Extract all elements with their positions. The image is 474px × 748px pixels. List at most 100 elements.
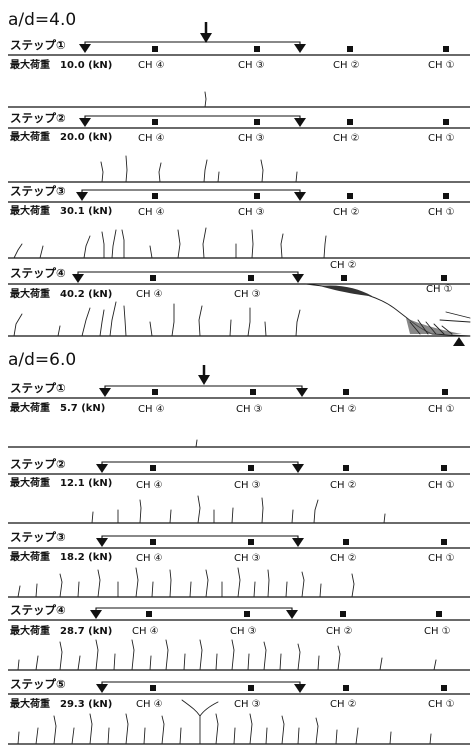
ch-label: CH ① (428, 60, 455, 71)
channel-marker-icon (152, 119, 158, 125)
load-span-bracket (84, 41, 301, 46)
step-label: ステップ④ (10, 266, 66, 280)
step-panel: ステップ③ 最大荷重 18.2 (kN) CH ④ CH ③ CH ② CH ① (8, 530, 470, 598)
channel-marker-icon (343, 685, 349, 691)
step-label: ステップ① (10, 38, 66, 52)
max-load-label: 最大荷重 (10, 58, 50, 71)
crack-pattern (100, 155, 298, 183)
crack (195, 439, 198, 448)
ch-label: CH ④ (132, 626, 159, 637)
ch-label: CH ① (428, 699, 455, 710)
ch-label: CH ② (330, 553, 357, 564)
load-span-bracket (77, 271, 299, 276)
diagonal-shear-failure (305, 283, 471, 337)
max-load-label: 最大荷重 (10, 476, 50, 489)
channel-marker-icon (347, 119, 353, 125)
load-point-arrow-icon (198, 365, 210, 385)
channel-marker-icon (248, 275, 254, 281)
support-icon (292, 274, 304, 283)
support-icon (79, 118, 91, 127)
crack-pattern (17, 699, 432, 745)
ch-label: CH ④ (138, 60, 165, 71)
channel-marker-icon (340, 611, 346, 617)
crack (204, 91, 207, 108)
ch-label: CH ① (428, 207, 455, 218)
support-icon (294, 684, 306, 693)
ch-label: CH ③ (236, 404, 263, 415)
channel-marker-icon (442, 389, 448, 395)
channel-marker-icon (343, 539, 349, 545)
support-icon (96, 464, 108, 473)
step-panel: ステップ③ 最大荷重 30.1 (kN) CH ④ CH ③ CH ② CH ① (8, 184, 470, 259)
load-span-bracket (95, 607, 293, 612)
support-icon (294, 192, 306, 201)
load-point-arrow-icon (200, 22, 212, 43)
load-span-bracket (84, 115, 301, 120)
ch-label: CH ① (428, 480, 455, 491)
channel-marker-icon (152, 193, 158, 199)
load-span-bracket (104, 385, 303, 390)
crack-pattern (13, 227, 327, 259)
load-span-bracket (81, 189, 301, 194)
channel-marker-icon (443, 193, 449, 199)
step-label: ステップ④ (10, 603, 66, 617)
ch-label: CH ④ (138, 404, 165, 415)
support-icon (296, 388, 308, 397)
max-load-value: 20.0 (kN) (60, 132, 112, 143)
step-panel: ステップ④ 最大荷重 40.2 (kN) CH ④ CH ③ CH ② CH ① (8, 260, 471, 346)
channel-marker-icon (441, 539, 447, 545)
channel-marker-icon (347, 46, 353, 52)
channel-marker-icon (150, 465, 156, 471)
ch-label: CH ④ (138, 207, 165, 218)
max-load-label: 最大荷重 (10, 624, 50, 637)
crack-pattern (13, 301, 301, 337)
max-load-label: 最大荷重 (10, 401, 50, 414)
max-load-value: 18.2 (kN) (60, 552, 112, 563)
ch-label: CH ③ (234, 480, 261, 491)
channel-marker-icon (248, 465, 254, 471)
step-panel: ステップ① 最大荷重 5.7 (kN) CH ④ CH ③ CH ② CH ① (8, 381, 470, 448)
ch-label: CH ④ (136, 289, 163, 300)
support-icon (96, 538, 108, 547)
ch-label: CH ① (428, 133, 455, 144)
section-title: a/d=4.0 (8, 10, 76, 30)
max-load-label: 最大荷重 (10, 697, 50, 710)
support-icon (76, 192, 88, 201)
support-icon (90, 610, 102, 619)
support-icon (453, 337, 465, 346)
step-label: ステップ③ (10, 530, 66, 544)
channel-marker-icon (443, 119, 449, 125)
max-load-label: 最大荷重 (10, 204, 50, 217)
channel-marker-icon (152, 46, 158, 52)
ch-label: CH ③ (238, 133, 265, 144)
support-icon (96, 684, 108, 693)
step-label: ステップ⑤ (10, 677, 66, 691)
ch-label: CH ② (330, 699, 357, 710)
step-label: ステップ① (10, 381, 66, 395)
load-span-bracket (101, 681, 301, 686)
ch-label: CH ③ (238, 60, 265, 71)
ch-label: CH ③ (234, 699, 261, 710)
support-icon (294, 118, 306, 127)
channel-marker-icon (150, 539, 156, 545)
support-icon (72, 274, 84, 283)
max-load-value: 28.7 (kN) (60, 626, 112, 637)
ch-label: CH ③ (238, 207, 265, 218)
support-icon (286, 610, 298, 619)
ch-label: CH ② (333, 207, 360, 218)
channel-marker-icon (347, 193, 353, 199)
ch-label: CH ② (330, 480, 357, 491)
step-panel: ステップ② 最大荷重 12.1 (kN) CH ④ CH ③ CH ② CH ① (8, 457, 470, 524)
channel-marker-icon (443, 46, 449, 52)
ch-label: CH ① (424, 626, 451, 637)
ch-label: CH ① (428, 404, 455, 415)
max-load-value: 40.2 (kN) (60, 289, 112, 300)
crack-pattern (91, 495, 386, 524)
step-label: ステップ② (10, 457, 66, 471)
max-load-value: 12.1 (kN) (60, 478, 112, 489)
channel-marker-icon (254, 193, 260, 199)
channel-marker-icon (441, 685, 447, 691)
channel-marker-icon (254, 46, 260, 52)
ch-label: CH ④ (136, 699, 163, 710)
